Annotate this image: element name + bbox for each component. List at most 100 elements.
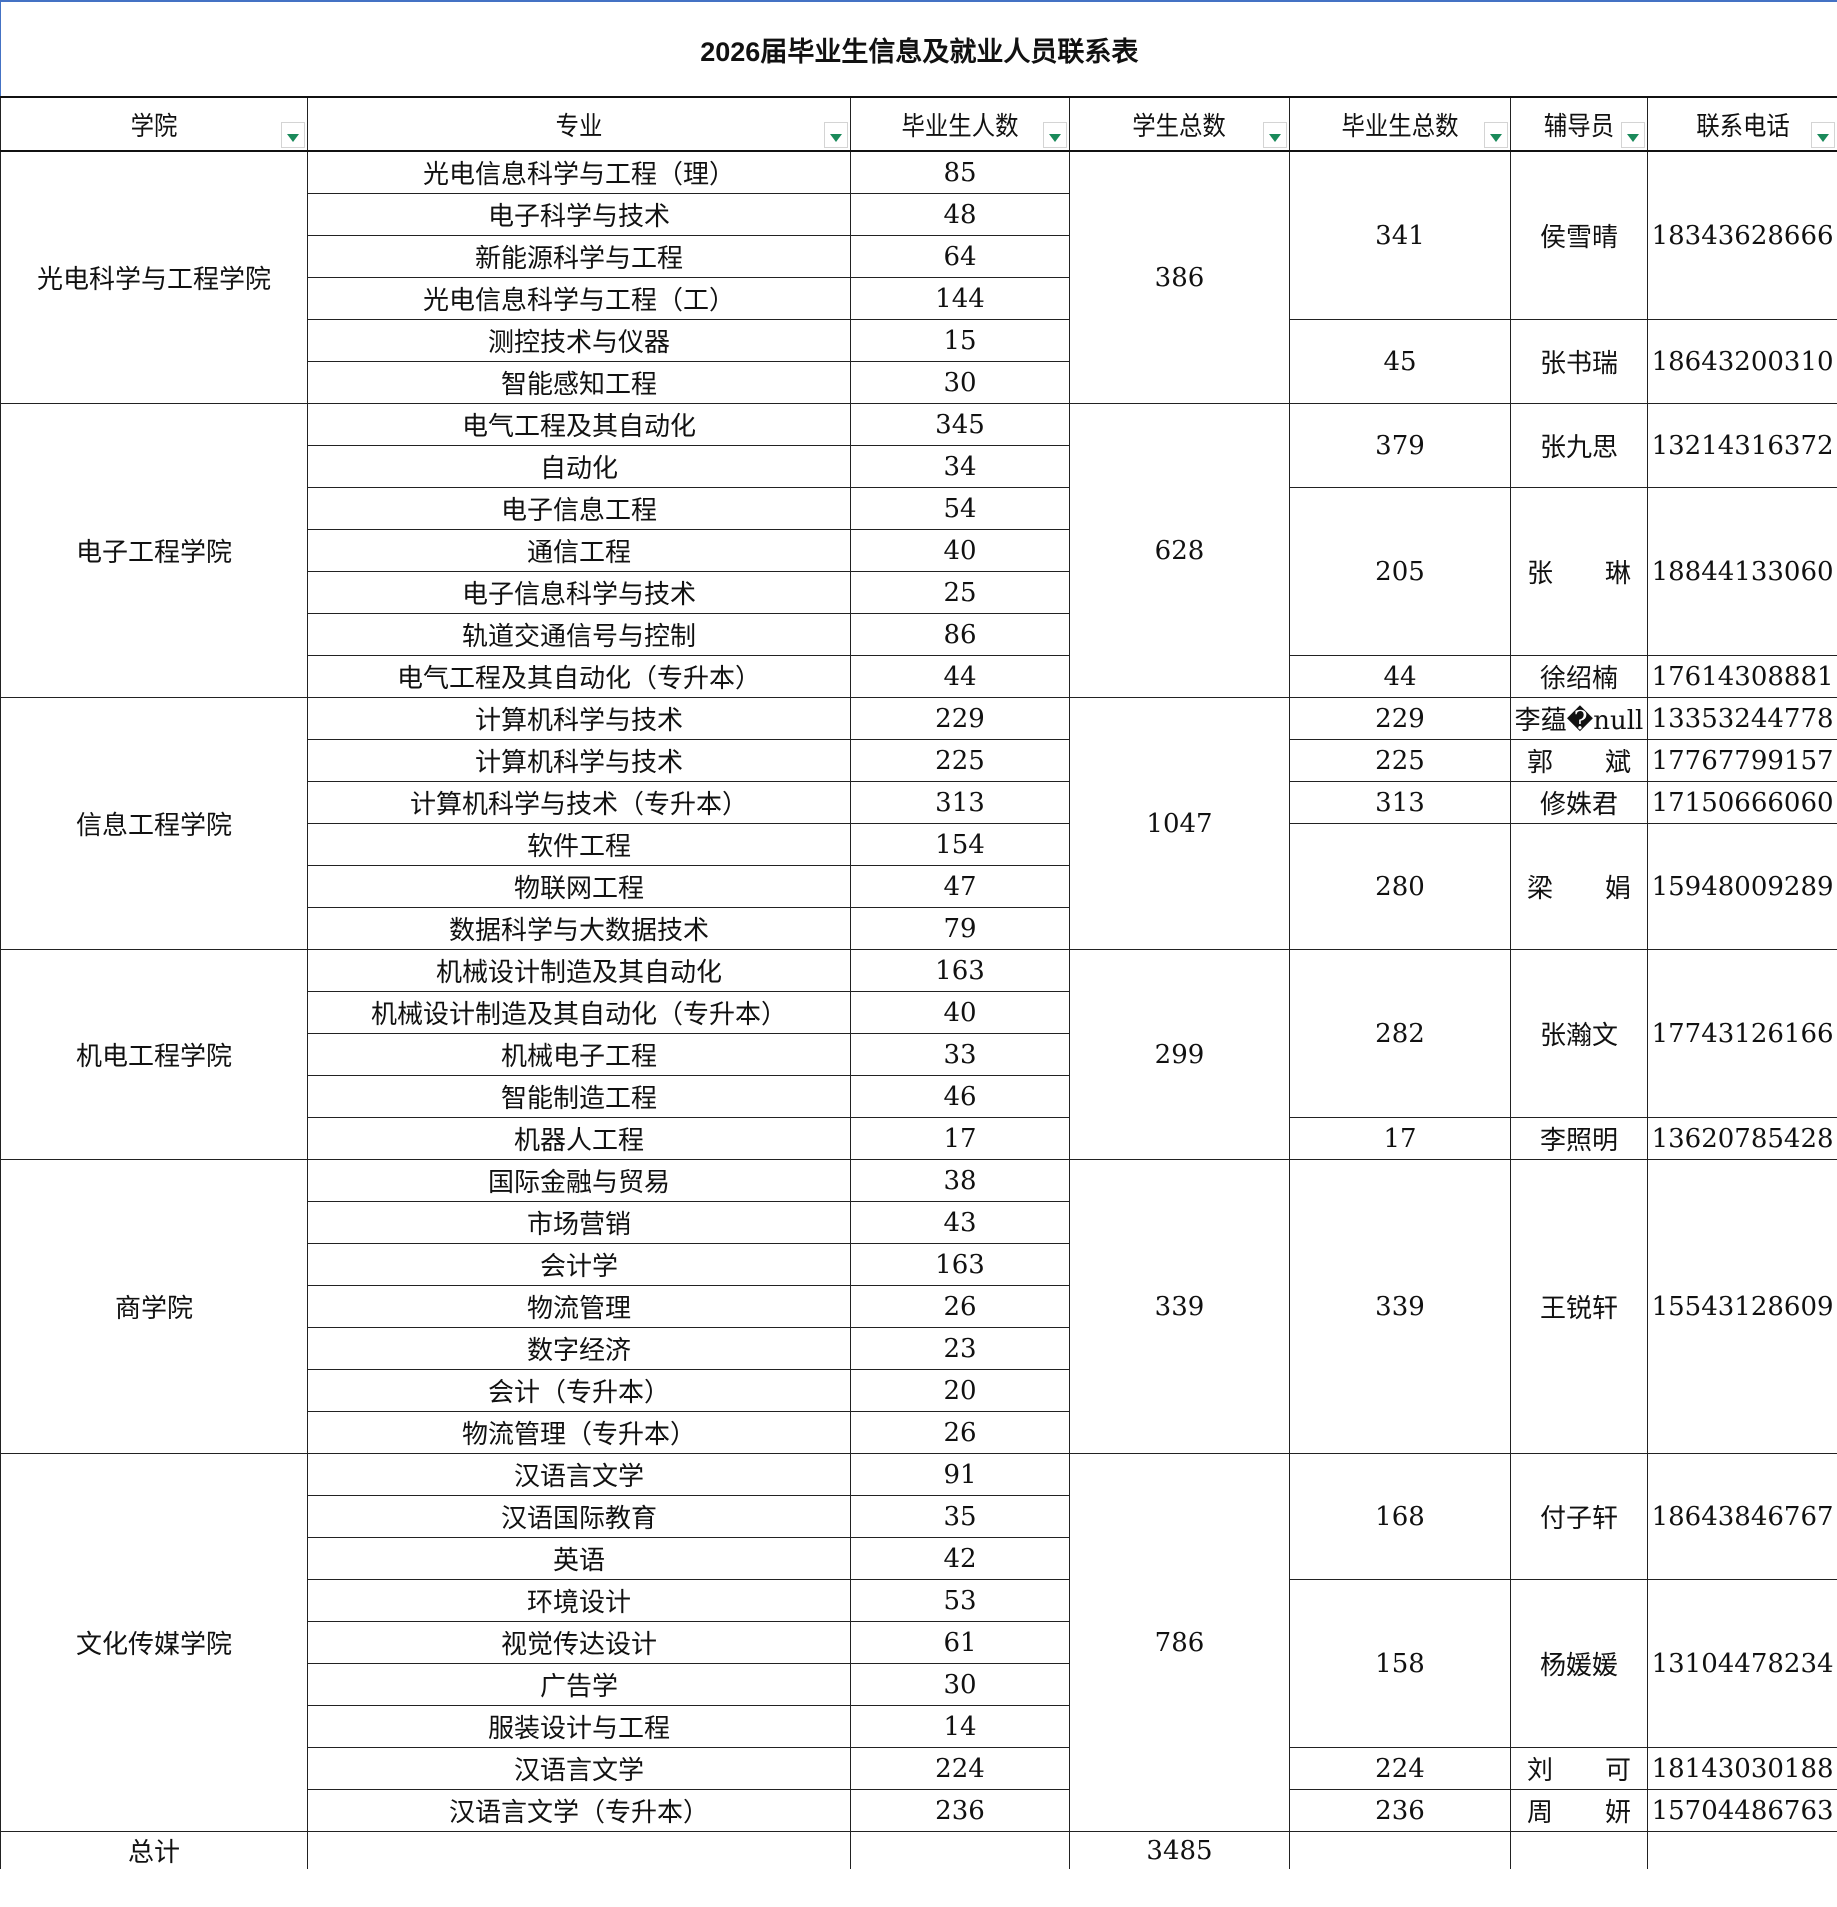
college-name: 光电科学与工程学院 (0, 150, 308, 404)
major-name: 物流管理（专升本） (307, 1411, 851, 1454)
phone-number: 17614308881 (1646, 655, 1837, 698)
counselor-name: 张瀚文 (1510, 949, 1648, 1118)
table-row: 机电工程学院 机械设计制造及其自动化 163 299 282 张瀚文 17743126166 (0, 949, 1837, 1160)
major-name: 轨道交通信号与控制 (307, 613, 851, 656)
table-row: 广告学 30 (1, 1663, 1837, 1706)
counselor-name: 梁 娟 (1510, 823, 1648, 950)
graduate-count: 33 (850, 1033, 1070, 1076)
total-label: 总计 (0, 1831, 308, 1869)
table-row: 汉语言文学（专升本） 236 236 周 妍 15704486763 (1, 1789, 1837, 1832)
graduate-total: 313 (1289, 781, 1511, 824)
graduate-total: 225 (1289, 739, 1511, 782)
graduate-total: 341 (1289, 150, 1511, 320)
counselor-name: 张九思 (1510, 403, 1648, 488)
table-row: 会计（专升本） 20 (1, 1369, 1837, 1412)
graduate-count: 14 (850, 1705, 1070, 1748)
student-total: 1047 (1069, 697, 1290, 950)
table-row: 轨道交通信号与控制 86 (1, 613, 1837, 656)
graduate-count: 144 (850, 277, 1070, 320)
graduate-total: 168 (1289, 1453, 1511, 1580)
header-major: 专业 (307, 96, 851, 152)
major-name: 计算机科学与技术（专升本） (307, 781, 851, 824)
filter-dropdown-icon[interactable] (1811, 122, 1836, 148)
phone-number: 15948009289 (1646, 823, 1837, 950)
college-name: 机电工程学院 (0, 949, 308, 1160)
phone-number: 17743126166 (1646, 949, 1837, 1118)
major-name: 新能源科学与工程 (307, 235, 851, 278)
phone-number: 18143030188 (1646, 1747, 1837, 1790)
major-name: 机器人工程 (307, 1117, 851, 1160)
graduate-count: 34 (850, 445, 1070, 488)
sheet-title: 2026届毕业生信息及就业人员联系表 (0, 0, 1837, 97)
filter-dropdown-icon[interactable] (1484, 122, 1508, 148)
graduate-count: 54 (850, 487, 1070, 530)
phone-number: 15704486763 (1646, 1789, 1837, 1832)
phone-number: 18643846767 (1646, 1453, 1837, 1580)
major-name: 智能感知工程 (307, 361, 851, 404)
graduate-count: 53 (850, 1579, 1070, 1622)
counselor-name: 刘 可 (1510, 1747, 1648, 1790)
graduate-total: 158 (1289, 1579, 1511, 1748)
table-row: 汉语言文学 224 224 刘 可 18143030188 (1, 1747, 1837, 1790)
counselor-name: 李照明 (1510, 1117, 1648, 1160)
filter-dropdown-icon[interactable] (1621, 122, 1645, 148)
table-row: 软件工程 154 280 梁 娟 15948009289 (1, 823, 1837, 950)
table-row: 英语 42 (1, 1537, 1837, 1580)
graduate-count: 79 (850, 907, 1070, 950)
header-graduate-count: 毕业生人数 (850, 96, 1070, 152)
total-row: 总计 3485 (0, 1831, 1837, 1869)
counselor-name: 王锐轩 (1510, 1159, 1648, 1454)
major-name: 国际金融与贸易 (307, 1159, 851, 1202)
graduate-count: 30 (850, 1663, 1070, 1706)
header-counselor: 辅导员 (1510, 96, 1648, 152)
table-row: 环境设计 53 158 杨媛媛 13104478234 (1, 1579, 1837, 1748)
header-phone: 联系电话 (1646, 96, 1837, 152)
college-name: 信息工程学院 (0, 697, 308, 950)
graduate-count: 163 (850, 949, 1070, 992)
major-name: 汉语言文学 (307, 1453, 851, 1496)
graduate-count: 61 (850, 1621, 1070, 1664)
major-name: 机械设计制造及其自动化 (307, 949, 851, 992)
header-label: 毕业生人数 (901, 111, 1019, 142)
major-name: 测控技术与仪器 (307, 319, 851, 362)
counselor-name: 张书瑞 (1510, 319, 1648, 404)
graduate-count: 236 (850, 1789, 1070, 1832)
phone-number: 17767799157 (1646, 739, 1837, 782)
graduate-total: 282 (1289, 949, 1511, 1118)
filter-dropdown-icon[interactable] (1263, 122, 1287, 148)
major-name: 电子信息工程 (307, 487, 851, 530)
phone-number: 13214316372 (1646, 403, 1837, 488)
table-row: 物流管理（专升本） 26 (1, 1411, 1837, 1454)
major-name: 电气工程及其自动化 (307, 403, 851, 446)
table-row: 机械设计制造及其自动化（专升本） 40 (1, 991, 1837, 1034)
college-name: 商学院 (0, 1159, 308, 1454)
college-name: 文化传媒学院 (0, 1453, 308, 1832)
phone-number: 15543128609 (1646, 1159, 1837, 1454)
major-name: 英语 (307, 1537, 851, 1580)
filter-dropdown-icon[interactable] (1043, 122, 1067, 148)
major-name: 自动化 (307, 445, 851, 488)
major-name: 广告学 (307, 1663, 851, 1706)
table-row: 电子信息工程 54 205 张 琳 18844133060 (1, 487, 1837, 656)
major-name: 机械设计制造及其自动化（专升本） (307, 991, 851, 1034)
filter-dropdown-icon[interactable] (281, 122, 305, 148)
graduate-total: 339 (1289, 1159, 1511, 1454)
major-name: 会计（专升本） (307, 1369, 851, 1412)
table-row: 视觉传达设计 61 (1, 1621, 1837, 1664)
table-row: 物流管理 26 (1, 1285, 1837, 1328)
graduate-total: 229 (1289, 697, 1511, 740)
graduate-count: 17 (850, 1117, 1070, 1160)
major-name: 智能制造工程 (307, 1075, 851, 1118)
header-label: 专业 (555, 111, 603, 142)
graduate-count: 43 (850, 1201, 1070, 1244)
filter-dropdown-icon[interactable] (824, 122, 848, 148)
table-row: 电气工程及其自动化（专升本） 44 44 徐绍楠 17614308881 (1, 655, 1837, 698)
graduate-count: 154 (850, 823, 1070, 866)
table-row: 智能感知工程 30 (1, 361, 1837, 404)
major-name: 视觉传达设计 (307, 1621, 851, 1664)
graduate-total: 17 (1289, 1117, 1511, 1160)
student-total: 386 (1069, 150, 1290, 404)
counselor-name: 李蕴�null (1510, 697, 1648, 740)
graduate-count: 345 (850, 403, 1070, 446)
major-name: 物联网工程 (307, 865, 851, 908)
